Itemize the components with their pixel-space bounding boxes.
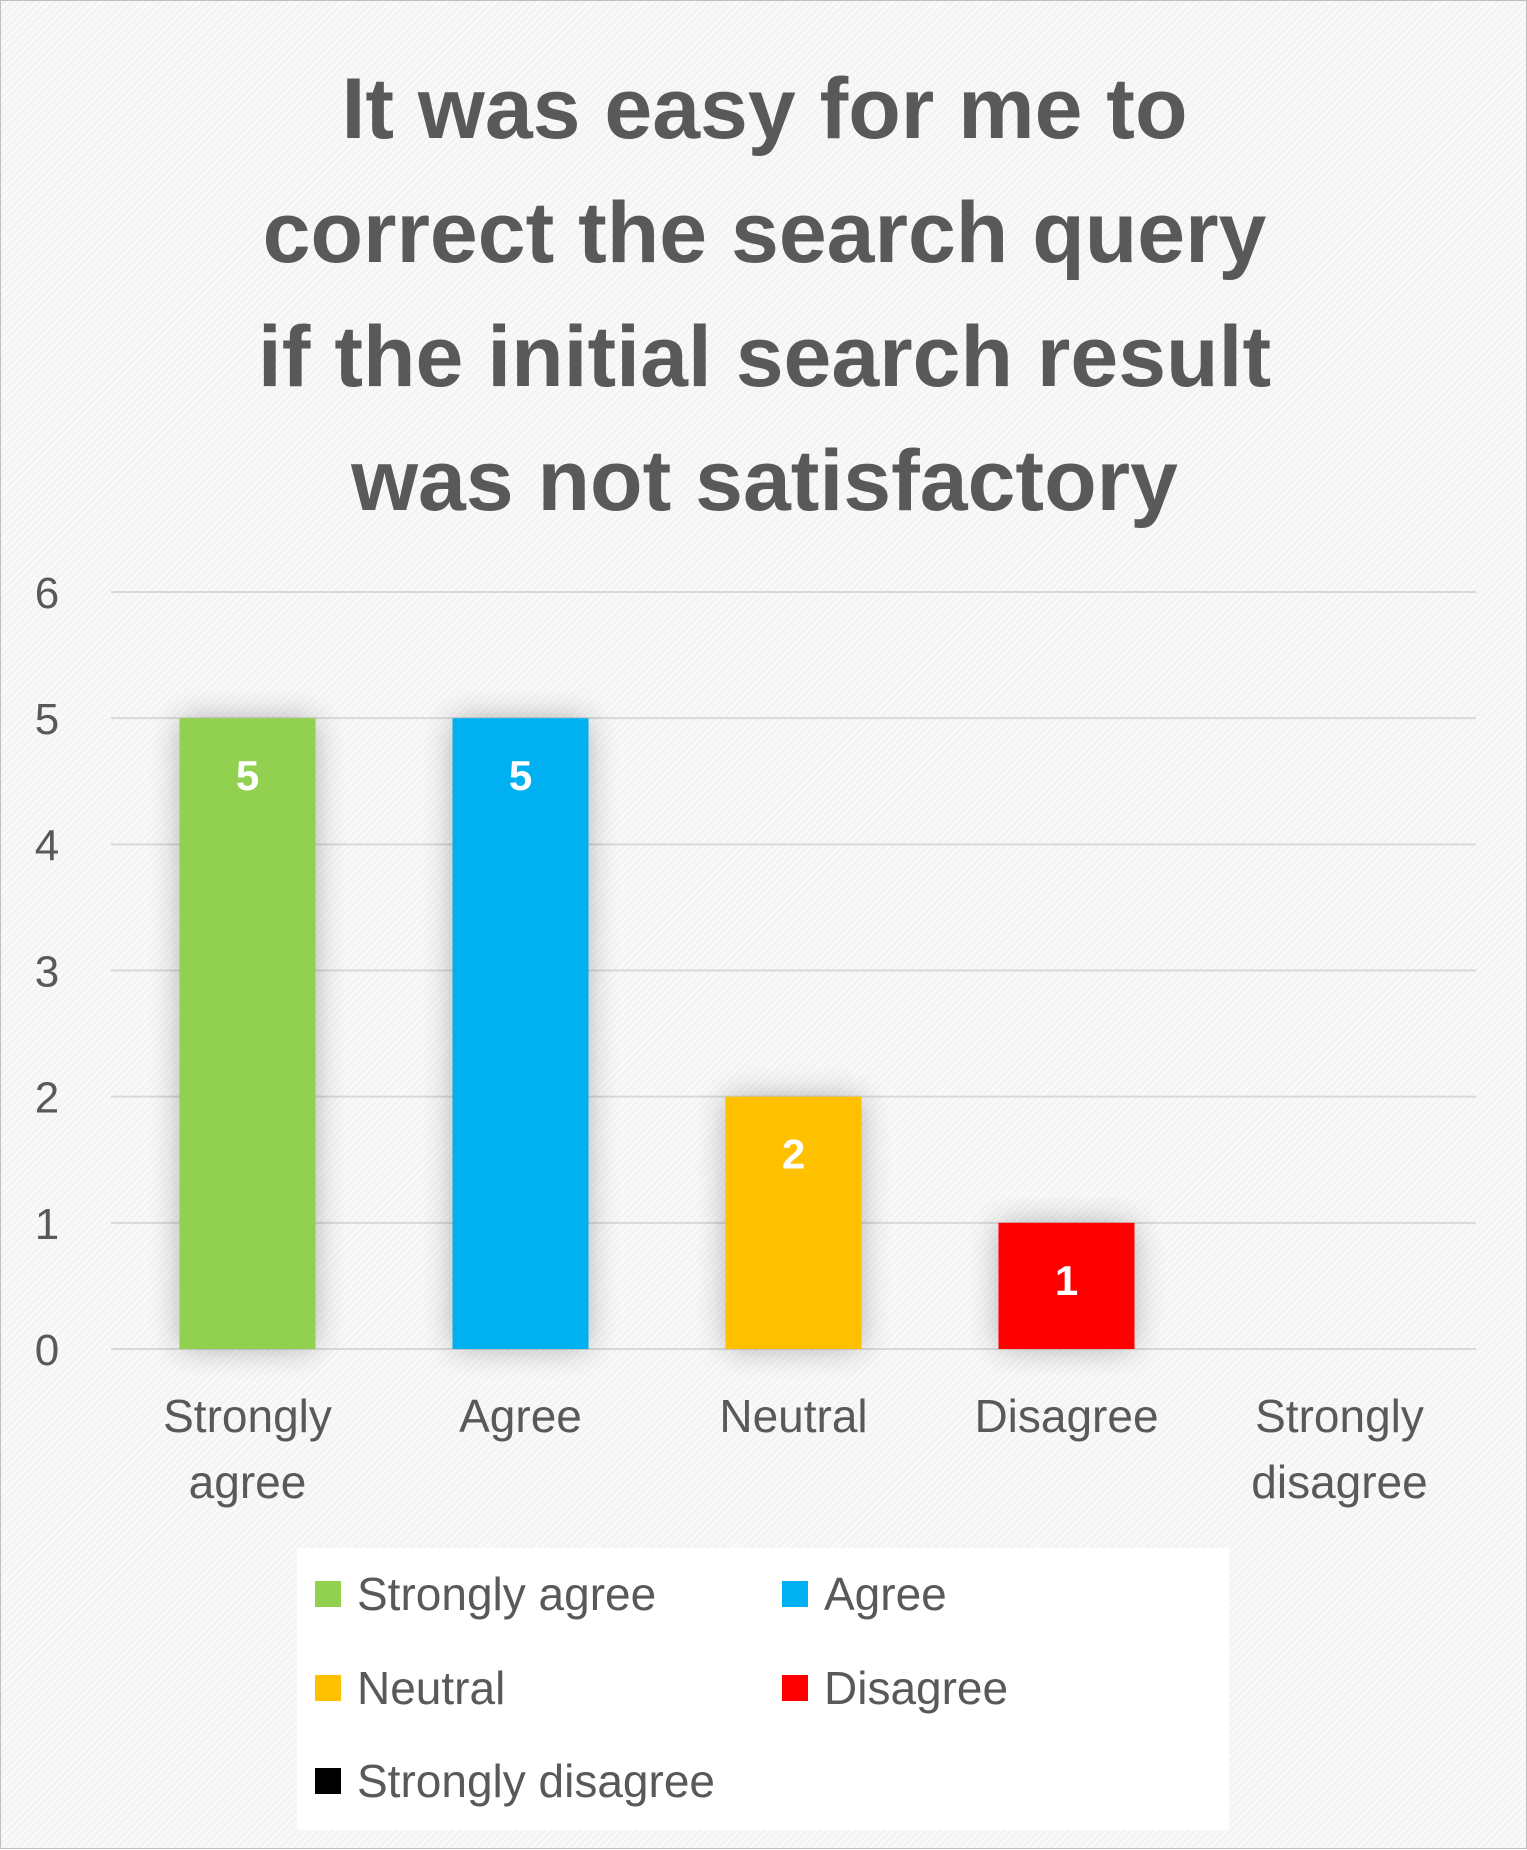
chart-title: It was easy for me to correct the search… — [1, 47, 1527, 543]
bar-data-label: 5 — [236, 752, 259, 799]
legend-item: Agree — [782, 1564, 947, 1624]
legend-item: Strongly agree — [315, 1564, 656, 1624]
y-tick-label: 4 — [35, 821, 59, 870]
legend-swatch — [782, 1675, 808, 1701]
legend-swatch — [782, 1581, 808, 1607]
chart-title-line: It was easy for me to — [341, 61, 1188, 157]
legend-label: Disagree — [824, 1662, 1009, 1714]
x-category-label: agree — [189, 1456, 307, 1508]
bar — [452, 718, 589, 1349]
bar — [998, 1222, 1135, 1349]
legend-swatch — [315, 1675, 341, 1701]
x-category-label: Neutral — [719, 1390, 867, 1442]
y-tick-label: 6 — [35, 569, 59, 618]
chart-title-line: was not satisfactory — [351, 433, 1178, 529]
chart-legend: Strongly agree Agree Neutral Disagree St… — [297, 1548, 1229, 1830]
bar-data-label: 5 — [509, 752, 532, 799]
x-category-label: Strongly — [1255, 1390, 1424, 1442]
legend-label: Strongly disagree — [357, 1755, 715, 1807]
chart-title-line: if the initial search result — [257, 309, 1272, 405]
y-tick-label: 2 — [35, 1074, 59, 1123]
legend-label: Agree — [824, 1568, 947, 1620]
y-tick-label: 3 — [35, 948, 59, 997]
legend-swatch — [315, 1581, 341, 1607]
legend-item: Neutral — [315, 1658, 505, 1718]
y-tick-label: 0 — [35, 1326, 59, 1375]
bar-data-label: 1 — [1055, 1257, 1078, 1304]
y-tick-label: 1 — [35, 1200, 59, 1249]
x-category-label: Agree — [459, 1390, 582, 1442]
bar — [179, 718, 316, 1349]
x-category-label: Strongly — [163, 1390, 332, 1442]
legend-label: Neutral — [357, 1662, 506, 1714]
bar-data-label: 2 — [782, 1131, 805, 1178]
x-category-label: Disagree — [974, 1390, 1158, 1442]
legend-swatch — [315, 1768, 341, 1794]
legend-label: Strongly agree — [357, 1568, 657, 1620]
x-category-label: disagree — [1251, 1456, 1427, 1508]
chart-title-line: correct the search query — [262, 185, 1267, 281]
y-tick-label: 5 — [35, 695, 59, 744]
legend-item: Strongly disagree — [315, 1751, 715, 1811]
bar — [725, 1096, 862, 1349]
legend-item: Disagree — [782, 1658, 1008, 1718]
